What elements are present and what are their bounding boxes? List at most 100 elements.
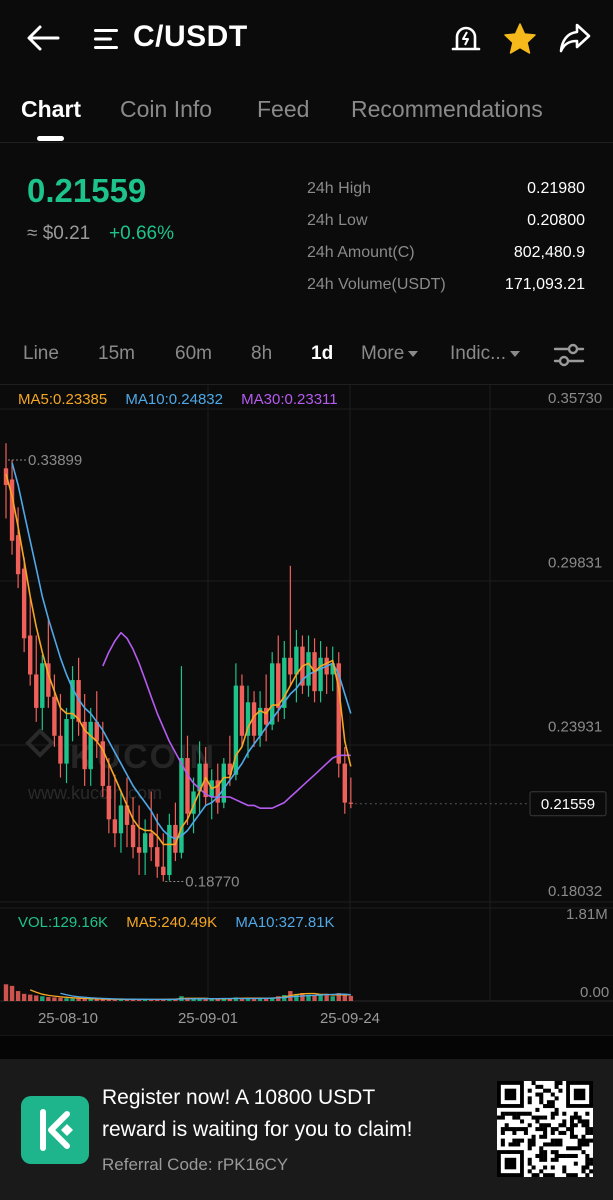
qr-module [589, 1161, 593, 1166]
qr-module [577, 1142, 582, 1147]
qr-module [543, 1130, 548, 1135]
candle-body [155, 847, 160, 867]
stat-label-low: 24h Low [307, 212, 368, 229]
qr-module [512, 1115, 517, 1120]
candle-body [64, 719, 69, 764]
qr-module [527, 1100, 532, 1105]
menu-icon[interactable] [94, 27, 120, 51]
indicators-dropdown[interactable]: Indic... [450, 343, 520, 365]
tab-chart[interactable]: Chart [21, 96, 82, 122]
qr-module [554, 1157, 559, 1162]
ma30-line [102, 631, 351, 809]
volume-bar [257, 998, 263, 1001]
qr-module [585, 1130, 590, 1135]
qr-module [543, 1157, 548, 1162]
pair-title[interactable]: C/USDT [133, 20, 248, 53]
tab-recommendations[interactable]: Recommendations [351, 96, 543, 122]
candle-body [130, 824, 136, 848]
volume-bar [82, 999, 87, 1001]
volume-bar [233, 997, 239, 1001]
interval-15m[interactable]: 15m [98, 343, 135, 364]
qr-module [527, 1146, 532, 1151]
candle-body [124, 805, 130, 825]
qr-module [543, 1173, 548, 1177]
qr-module [527, 1111, 532, 1116]
qr-module [550, 1165, 555, 1170]
qr-module [500, 1115, 505, 1120]
qr-module [550, 1115, 555, 1120]
volume-bar [161, 999, 166, 1001]
qr-module [554, 1096, 559, 1101]
candlestick-chart[interactable]: KUCOIN www.kucoin.com 0.33899 0.18770 0.21… [0, 385, 613, 1035]
candle-body [112, 819, 118, 834]
tab-feed[interactable]: Feed [257, 96, 310, 122]
volume-bar [112, 999, 118, 1001]
share-icon[interactable] [558, 22, 592, 54]
qr-module [531, 1134, 536, 1139]
interval-more-dropdown[interactable]: More [361, 343, 419, 365]
qr-module [550, 1104, 555, 1109]
vol-ma10-legend: MA10:327.81K [235, 914, 335, 931]
interval-line[interactable]: Line [23, 343, 59, 364]
qr-module [516, 1111, 521, 1116]
qr-module [558, 1123, 563, 1128]
qr-module [585, 1142, 590, 1147]
qr-module [585, 1157, 590, 1162]
price-axis-label: 0.29831 [548, 554, 602, 571]
volume-bar [142, 999, 148, 1001]
last-price-tag [529, 791, 607, 817]
candle-body [82, 721, 87, 770]
register-banner[interactable]: Register now! A 10800 USDT reward is wai… [0, 1059, 613, 1200]
qr-module [554, 1107, 559, 1112]
tab-coin-info[interactable]: Coin Info [120, 96, 213, 122]
candle-body [282, 657, 287, 708]
qr-module [497, 1115, 502, 1120]
qr-module [500, 1130, 505, 1135]
candle-body [270, 663, 275, 725]
back-arrow-icon[interactable] [26, 22, 60, 54]
qr-module [516, 1115, 521, 1120]
volume-bar [221, 998, 226, 1001]
interval-1d[interactable]: 1d [311, 343, 334, 364]
volume-legend: VOL:129.16K MA5:240.49K MA10:327.81K [18, 914, 335, 931]
volume-bar [300, 993, 305, 1001]
star-icon[interactable] [503, 22, 537, 56]
qr-module [535, 1119, 540, 1124]
price-axis-label: 0.23931 [548, 719, 602, 736]
volume-bar [227, 998, 233, 1001]
price-alert-icon[interactable] [450, 22, 482, 54]
interval-8h[interactable]: 8h [251, 343, 273, 364]
qr-module [550, 1092, 555, 1097]
volume-bar [209, 998, 214, 1001]
chart-settings-icon[interactable] [553, 340, 585, 370]
qr-module [573, 1134, 578, 1139]
qr-module [569, 1119, 574, 1124]
interval-60m[interactable]: 60m [175, 343, 212, 364]
qr-module [546, 1173, 551, 1177]
low-marker-label: 0.18770 [185, 873, 239, 890]
qr-module [550, 1150, 555, 1155]
candle-body [233, 685, 239, 775]
volume-bar [94, 999, 99, 1001]
qr-module [566, 1127, 571, 1132]
candle-body [336, 663, 341, 764]
qr-module [527, 1142, 532, 1147]
qr-module [558, 1142, 563, 1147]
qr-module [500, 1111, 505, 1116]
volume-bar [58, 997, 63, 1001]
qr-module [539, 1100, 544, 1105]
volume-ma10-line [60, 992, 351, 1001]
qr-module [581, 1134, 586, 1139]
candle-body [34, 674, 39, 708]
candle-body [342, 763, 347, 803]
qr-module [539, 1096, 544, 1101]
candle-body [15, 535, 21, 575]
candle-body [52, 696, 57, 736]
qr-module [546, 1100, 551, 1105]
qr-module [581, 1142, 586, 1147]
qr-module [516, 1138, 521, 1143]
qr-module [531, 1173, 536, 1177]
price-axis-label: 0.35730 [548, 390, 602, 407]
ma5-line [5, 473, 352, 846]
qr-module [554, 1142, 559, 1147]
